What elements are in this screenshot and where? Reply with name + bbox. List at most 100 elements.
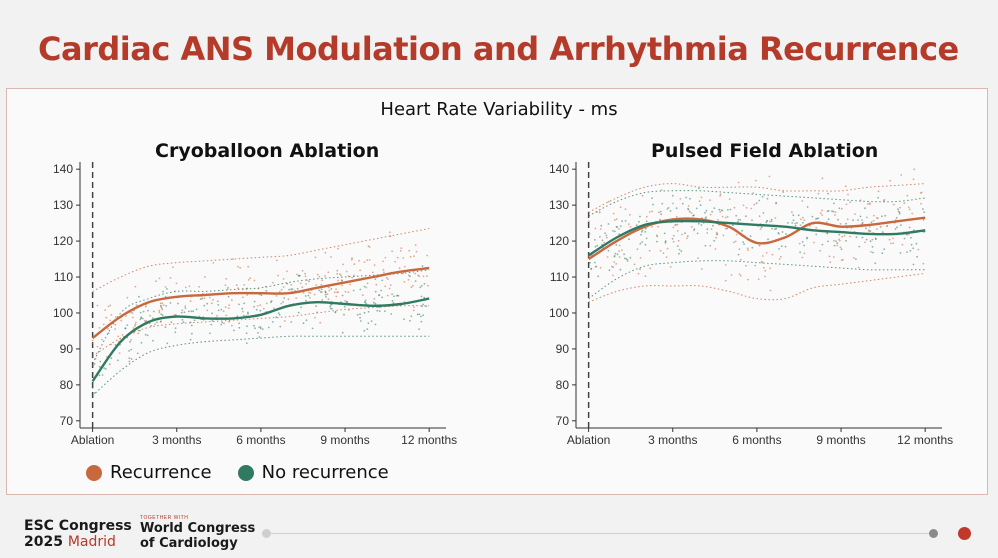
pfa-point-recurrence: [722, 234, 725, 237]
pfa-point-recurrence: [872, 219, 875, 222]
pfa-point-no-recurrence: [687, 207, 689, 210]
cryo-point-recurrence: [232, 258, 234, 260]
progress-current-dot[interactable]: [958, 527, 971, 540]
pfa-point-no-recurrence: [669, 210, 672, 212]
pfa-point-no-recurrence: [774, 228, 776, 231]
cryo-point-recurrence: [359, 269, 361, 272]
cryo-point-recurrence: [327, 271, 330, 274]
cryo-point-no-recurrence: [227, 295, 230, 298]
pfa-point-no-recurrence: [922, 208, 924, 211]
pfa-point-no-recurrence: [827, 218, 830, 221]
cryo-point-no-recurrence: [128, 360, 131, 363]
pfa-point-no-recurrence: [821, 243, 824, 246]
pfa-point-no-recurrence: [706, 228, 709, 231]
pfa-point-no-recurrence: [837, 218, 839, 221]
pfa-point-recurrence: [861, 219, 863, 222]
pfa-point-recurrence: [907, 206, 910, 209]
cryo-point-recurrence: [313, 293, 316, 296]
cryo-point-recurrence: [344, 290, 347, 293]
cryo-point-no-recurrence: [416, 313, 419, 316]
cryo-point-recurrence: [120, 319, 123, 322]
cryo-point-no-recurrence: [343, 305, 346, 308]
chart-title-cryo: Cryoballoon Ablation: [155, 140, 380, 162]
pfa-point-recurrence: [836, 244, 839, 247]
cryo-point-recurrence: [280, 288, 283, 291]
cryo-x-tick-label: Ablation: [71, 433, 114, 447]
cryo-point-no-recurrence: [290, 288, 293, 291]
progress-start-dot[interactable]: [262, 529, 271, 538]
cryo-point-no-recurrence: [418, 313, 421, 316]
cryo-point-recurrence: [158, 309, 161, 312]
cryo-point-recurrence: [327, 298, 330, 300]
cryo-point-recurrence: [158, 277, 161, 280]
cryo-point-recurrence: [92, 364, 94, 367]
pfa-point-recurrence: [618, 228, 620, 230]
cryo-point-no-recurrence: [253, 306, 255, 308]
cryo-point-recurrence: [335, 288, 337, 291]
pfa-point-no-recurrence: [922, 218, 925, 221]
pfa-point-recurrence: [681, 233, 683, 236]
pfa-point-recurrence: [618, 250, 620, 253]
pfa-point-recurrence: [832, 256, 835, 258]
pfa-point-recurrence: [903, 202, 906, 205]
pfa-point-no-recurrence: [621, 220, 623, 223]
cryo-point-recurrence: [324, 251, 327, 254]
cryo-point-recurrence: [247, 279, 250, 281]
pfa-point-recurrence: [809, 225, 811, 227]
cryo-point-no-recurrence: [409, 319, 411, 322]
cryo-point-no-recurrence: [297, 274, 300, 277]
cryo-point-no-recurrence: [343, 313, 345, 316]
cryo-point-no-recurrence: [418, 328, 420, 331]
cryo-point-no-recurrence: [420, 284, 423, 287]
cryo-point-no-recurrence: [209, 332, 211, 335]
cryo-point-no-recurrence: [403, 318, 405, 320]
cryo-point-recurrence: [403, 281, 406, 283]
pfa-point-recurrence: [829, 261, 832, 263]
cryo-point-recurrence: [335, 295, 338, 298]
cryo-point-recurrence: [105, 316, 108, 319]
pfa-point-recurrence: [911, 212, 914, 215]
cryo-point-recurrence: [161, 302, 164, 305]
cryo-point-no-recurrence: [183, 311, 186, 314]
cryo-ci-recurrence: [92, 305, 430, 357]
pfa-point-no-recurrence: [758, 199, 761, 202]
pfa-point-no-recurrence: [594, 239, 596, 241]
pfa-point-recurrence: [821, 177, 824, 180]
pfa-point-recurrence: [899, 206, 901, 209]
pfa-point-recurrence: [742, 204, 745, 207]
pfa-point-no-recurrence: [600, 224, 603, 227]
cryo-point-recurrence: [358, 259, 360, 262]
pfa-point-no-recurrence: [782, 191, 784, 193]
progress-prev-dot[interactable]: [929, 529, 938, 538]
pfa-point-no-recurrence: [686, 235, 689, 238]
pfa-point-recurrence: [659, 249, 662, 252]
pfa-point-no-recurrence: [799, 251, 801, 254]
pfa-point-no-recurrence: [695, 207, 698, 210]
cryo-point-no-recurrence: [279, 325, 282, 328]
cryo-point-recurrence: [161, 308, 164, 311]
cryo-point-recurrence: [107, 305, 110, 308]
cryo-point-no-recurrence: [318, 289, 320, 292]
pfa-point-no-recurrence: [671, 237, 674, 240]
pfa-point-no-recurrence: [909, 249, 912, 252]
cryo-point-recurrence: [224, 284, 227, 287]
pfa-point-recurrence: [672, 240, 675, 243]
pfa-point-recurrence: [847, 193, 849, 196]
cryo-point-recurrence: [295, 297, 298, 299]
cryo-point-no-recurrence: [366, 328, 369, 330]
cryo-point-recurrence: [361, 294, 364, 297]
cryo-point-no-recurrence: [374, 323, 377, 326]
pfa-point-recurrence: [917, 248, 920, 251]
wc-line2: of Cardiology: [140, 536, 238, 551]
pfa-point-recurrence: [697, 257, 699, 259]
cryo-point-no-recurrence: [330, 288, 333, 290]
pfa-point-recurrence: [803, 219, 806, 222]
cryo-point-no-recurrence: [98, 365, 101, 368]
cryo-point-recurrence: [222, 310, 225, 312]
pfa-point-no-recurrence: [855, 258, 857, 260]
pfa-point-no-recurrence: [852, 219, 854, 222]
cryo-point-recurrence: [342, 263, 344, 266]
cryo-point-no-recurrence: [110, 357, 113, 360]
cryo-point-recurrence: [308, 297, 311, 299]
pfa-point-recurrence: [817, 192, 820, 195]
